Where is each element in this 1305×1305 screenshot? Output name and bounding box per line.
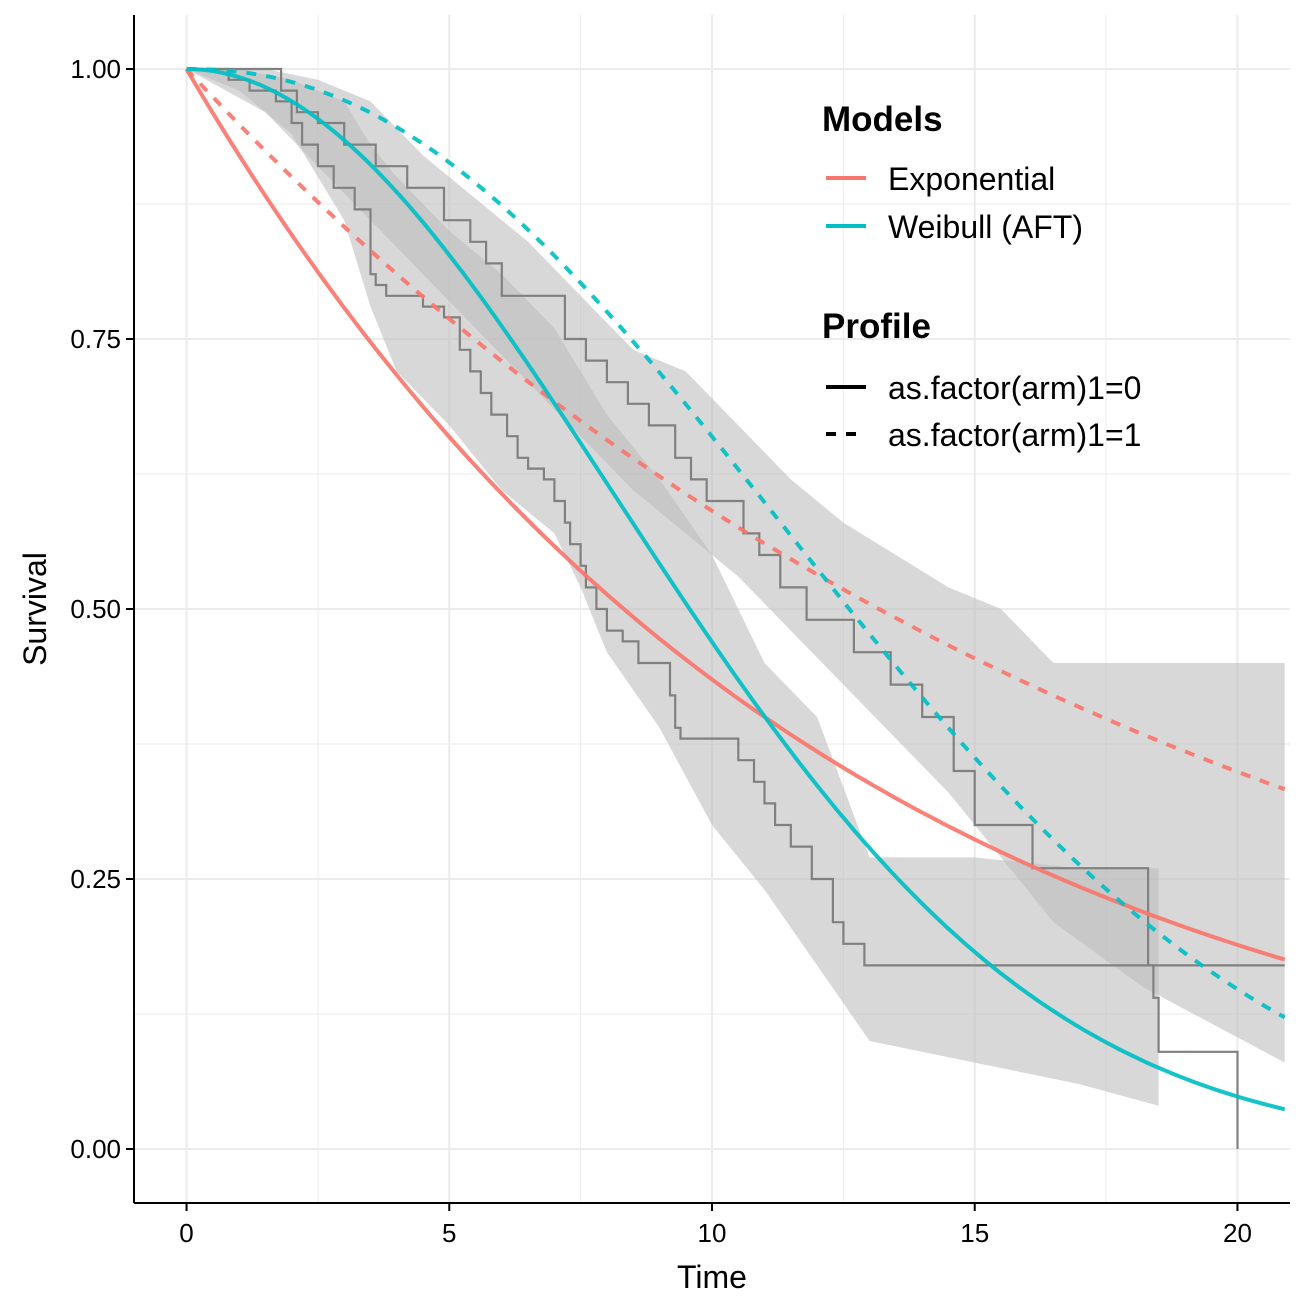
model-curve-3 xyxy=(186,67,1286,1020)
x-tick-label-0: 0 xyxy=(179,1218,193,1248)
x-axis-title: Time xyxy=(677,1259,747,1295)
km-curve-1 xyxy=(186,67,1285,967)
confidence-bands xyxy=(186,69,1285,1106)
y-tick-label-3: 0.75 xyxy=(70,324,121,354)
y-tick-label-2: 0.50 xyxy=(70,594,121,624)
y-tick-label-0: 0.00 xyxy=(70,1134,121,1164)
legend-title-models: Models xyxy=(822,100,943,139)
model-curve-2 xyxy=(186,67,1286,1112)
x-tick-label-2: 10 xyxy=(698,1218,727,1248)
y-tick-label-1: 0.25 xyxy=(70,864,121,894)
model-curve-0 xyxy=(184,67,1286,962)
y-axis-title: Survival xyxy=(17,552,53,666)
legend-label-arm1: as.factor(arm)1=1 xyxy=(888,417,1141,453)
legend-label-weibull: Weibull (AFT) xyxy=(888,209,1083,245)
legend: Models Exponential Weibull (AFT) Profile… xyxy=(822,100,1141,453)
legend-label-exponential: Exponential xyxy=(888,161,1055,197)
x-tick-label-1: 5 xyxy=(442,1218,456,1248)
confidence-band-1 xyxy=(186,69,1285,1063)
x-tick-label-3: 15 xyxy=(960,1218,989,1248)
legend-title-profile: Profile xyxy=(822,307,931,346)
km-curve-0 xyxy=(186,67,1239,1149)
confidence-band-0 xyxy=(186,69,1159,1106)
legend-label-arm0: as.factor(arm)1=0 xyxy=(888,370,1141,406)
x-tick-label-4: 20 xyxy=(1223,1218,1252,1248)
model-curve-1 xyxy=(185,67,1286,792)
kaplan-meier-curves xyxy=(186,67,1285,1149)
y-tick-label-4: 1.00 xyxy=(70,54,121,84)
model-curves xyxy=(184,67,1286,1112)
axis-ticks: 0 5 10 15 20 0.00 0.25 0.50 0.75 1.00 xyxy=(70,54,1252,1248)
